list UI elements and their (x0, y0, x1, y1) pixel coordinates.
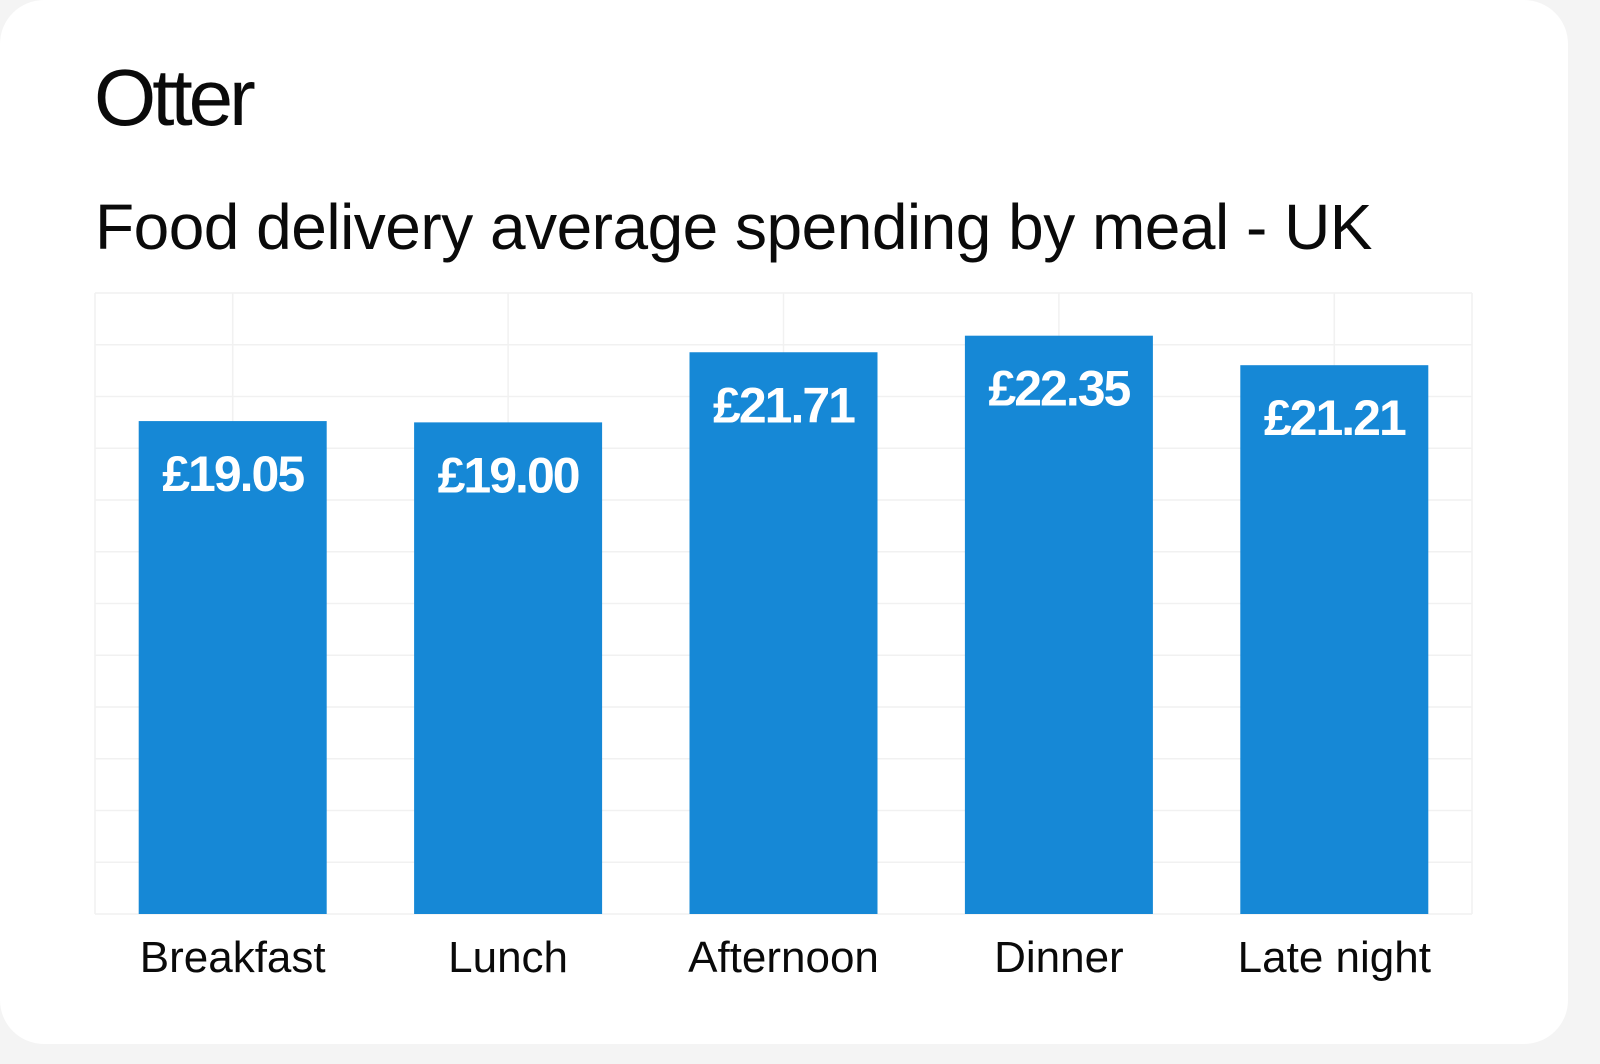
chart-title: Food delivery average spending by meal -… (95, 191, 1372, 263)
data-label: £19.05 (162, 446, 304, 502)
data-label: £21.21 (1264, 390, 1406, 446)
x-tick-label: Breakfast (140, 933, 326, 982)
bar (1240, 365, 1429, 914)
bar (138, 421, 327, 914)
bar (414, 422, 603, 914)
data-label: £22.35 (988, 361, 1130, 417)
data-label: £21.71 (713, 377, 855, 433)
otter-logo: Otter (94, 53, 256, 142)
x-tick-label: Lunch (448, 933, 568, 982)
x-tick-label: Late night (1238, 933, 1431, 982)
bar (964, 335, 1153, 915)
x-tick-label: Dinner (994, 933, 1124, 982)
chart-card: Otter Food delivery average spending by … (0, 0, 1568, 1044)
bar (689, 352, 878, 914)
data-label: £19.00 (438, 447, 579, 503)
bar-chart: £19.05 Breakfast £19.00 Lunch £21.71 Afternoo… (94, 292, 1473, 982)
x-tick-label: Afternoon (688, 933, 879, 982)
